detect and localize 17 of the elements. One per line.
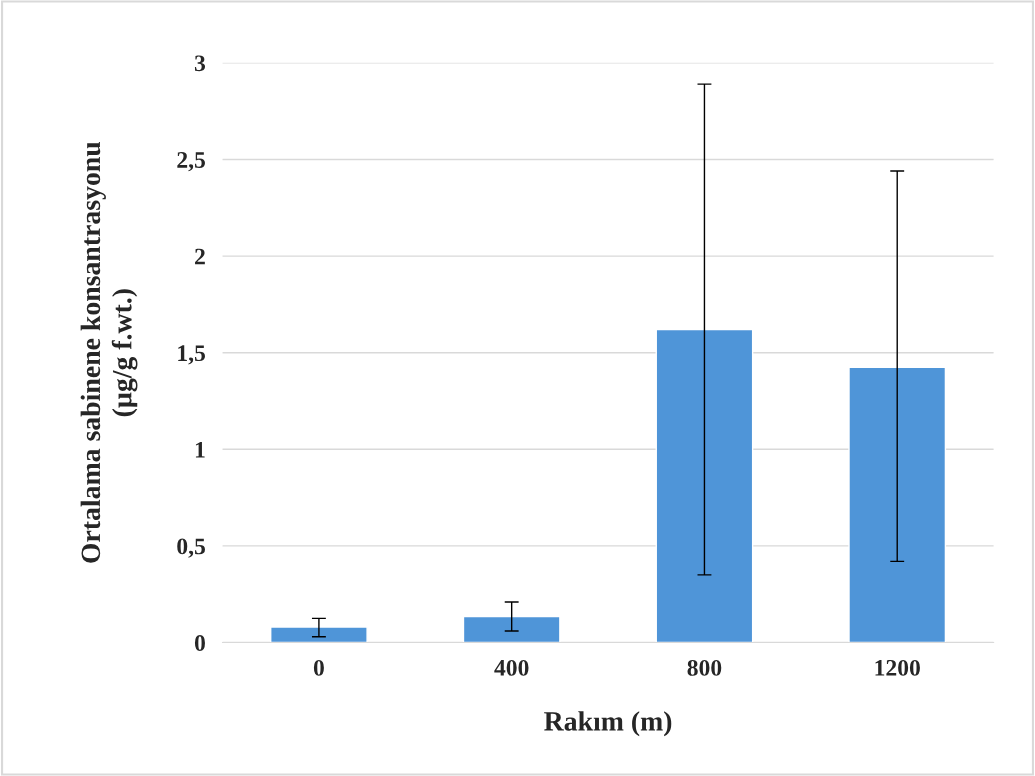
y-tick-label: 0 xyxy=(194,635,205,651)
y-tick-label: 1,5 xyxy=(178,345,205,365)
x-tick-label: 0 xyxy=(313,659,324,676)
y-axis-title: Ortalama sabinene konsantrasyonu (µg/g f.wt.) xyxy=(80,141,138,563)
bar xyxy=(655,328,754,643)
y-tick-label: 1 xyxy=(195,441,205,458)
bar xyxy=(270,626,368,643)
y-tick-label: 2 xyxy=(195,248,205,265)
x-tick-label: 400 xyxy=(494,659,529,676)
y-tick-label: 0,5 xyxy=(177,538,205,558)
x-axis-title: Rakım (m) xyxy=(544,711,672,737)
bar xyxy=(462,615,561,643)
x-tick-label: 1200 xyxy=(875,659,920,676)
bar xyxy=(848,366,947,643)
x-tick-label: 800 xyxy=(687,659,722,676)
y-tick-label: 3 xyxy=(194,55,206,72)
y-tick-label: 2,5 xyxy=(177,152,205,172)
